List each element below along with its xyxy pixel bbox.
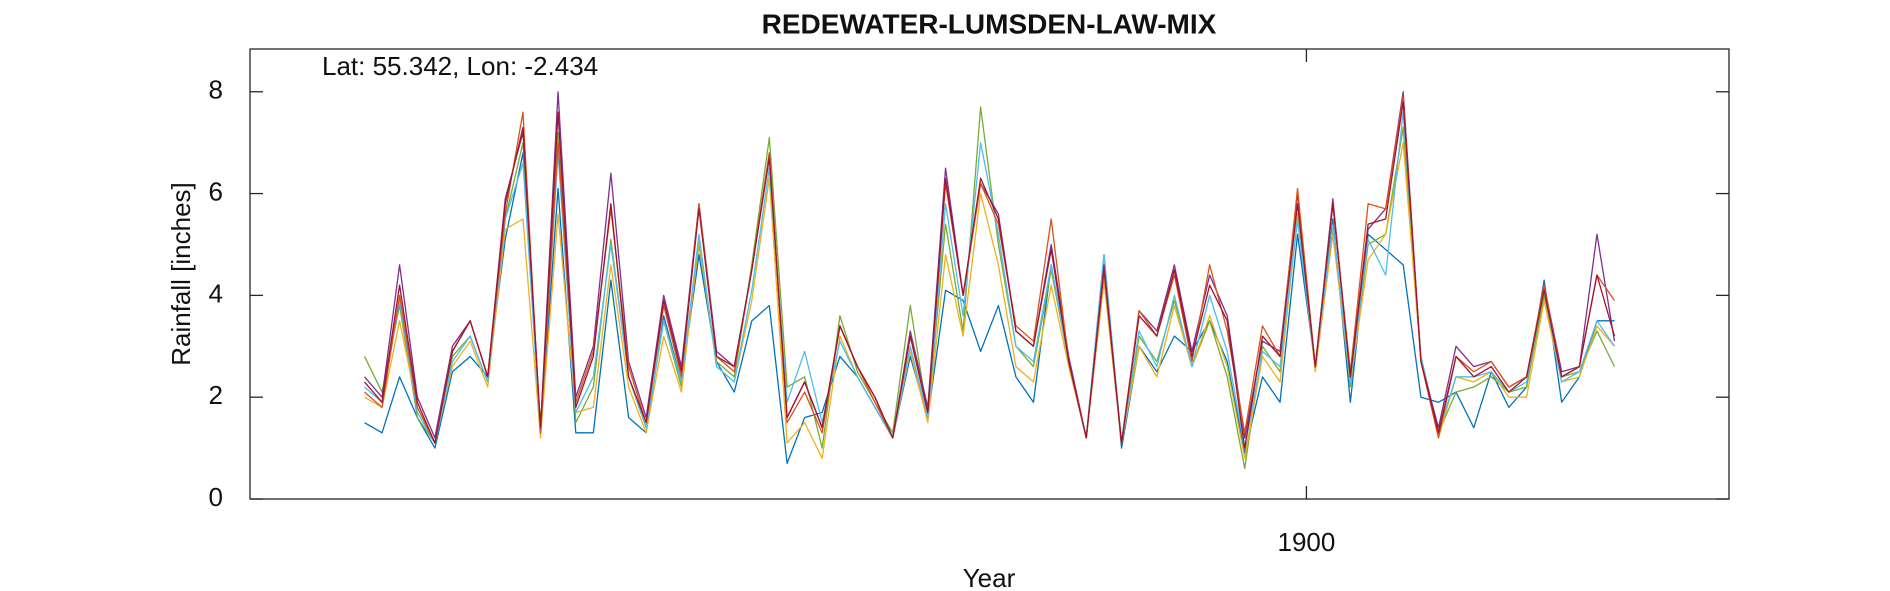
y-tick-label: 2 bbox=[209, 380, 223, 410]
annotation: Lat: 55.342, Lon: -2.434 bbox=[322, 51, 598, 81]
x-axis-label: Year bbox=[963, 563, 1016, 591]
y-tick-label: 4 bbox=[209, 278, 223, 308]
axes-box bbox=[249, 48, 1730, 500]
data-line bbox=[364, 152, 1615, 465]
data-line bbox=[364, 101, 1616, 449]
y-tick-label: 6 bbox=[209, 176, 223, 206]
y-axis-label: Rainfall [inches] bbox=[166, 182, 196, 366]
y-tick-label: 0 bbox=[209, 482, 223, 512]
y-tick-label: 8 bbox=[209, 75, 223, 105]
data-line bbox=[364, 142, 1615, 459]
x-tick-label: 1900 bbox=[1278, 527, 1336, 557]
chart-title: REDEWATER-LUMSDEN-LAW-MIX bbox=[762, 8, 1217, 39]
